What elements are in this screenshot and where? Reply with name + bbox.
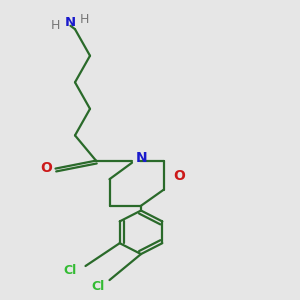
Text: N: N (136, 152, 147, 166)
Text: O: O (173, 169, 185, 183)
Text: Cl: Cl (64, 264, 77, 277)
Text: H: H (80, 13, 90, 26)
Text: H: H (51, 19, 60, 32)
Text: N: N (65, 16, 76, 29)
Text: Cl: Cl (91, 280, 104, 293)
Text: O: O (40, 161, 52, 175)
